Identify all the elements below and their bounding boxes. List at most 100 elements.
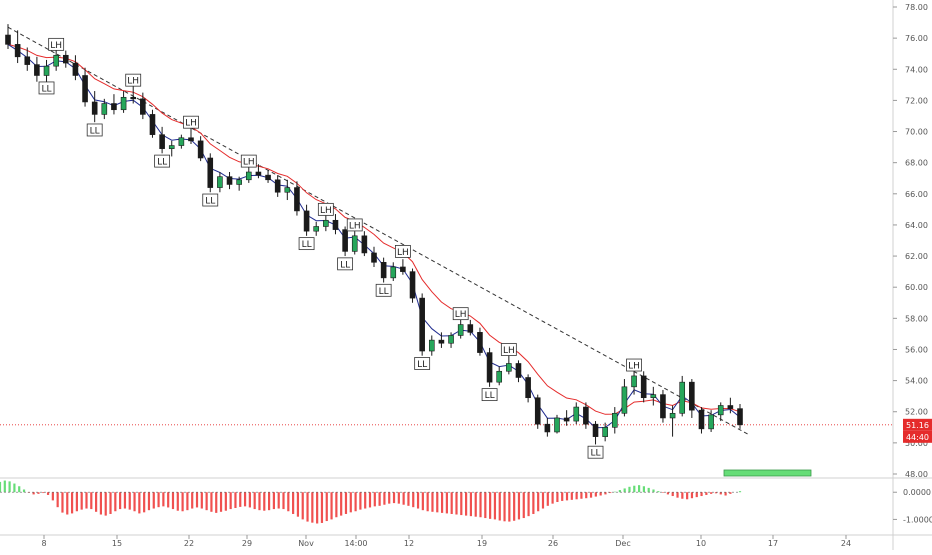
candle[interactable] [640, 371, 647, 403]
candle[interactable] [62, 50, 69, 68]
candle[interactable] [611, 407, 618, 434]
ll-label[interactable]: LL [375, 283, 392, 297]
target-zone[interactable] [723, 469, 812, 477]
candle[interactable] [130, 86, 137, 104]
candle[interactable] [380, 257, 387, 283]
candle[interactable] [159, 126, 165, 154]
candle[interactable] [448, 332, 454, 348]
candle[interactable] [303, 204, 310, 236]
candle[interactable] [679, 375, 686, 417]
candle[interactable] [371, 246, 377, 267]
candle[interactable] [669, 405, 676, 437]
candle[interactable] [294, 181, 300, 216]
candle[interactable] [313, 221, 320, 236]
candle[interactable] [245, 167, 252, 183]
candle[interactable] [727, 397, 734, 414]
candle[interactable] [34, 56, 40, 82]
candle[interactable] [197, 136, 204, 162]
candle[interactable] [91, 91, 98, 123]
candle[interactable] [573, 402, 580, 425]
candle[interactable] [583, 402, 589, 429]
candle[interactable] [660, 389, 666, 423]
candle[interactable] [515, 360, 522, 383]
candle[interactable] [24, 47, 31, 71]
candle[interactable] [217, 172, 223, 193]
candle[interactable] [120, 91, 127, 113]
candle[interactable] [111, 94, 117, 115]
oscillator-pane[interactable] [0, 480, 742, 524]
candle[interactable] [361, 231, 368, 257]
candle[interactable] [592, 421, 599, 445]
candle[interactable] [650, 386, 657, 406]
lh-label[interactable]: LH [626, 358, 642, 372]
candle[interactable] [428, 335, 435, 356]
candle[interactable] [207, 153, 214, 193]
candle[interactable] [5, 24, 11, 50]
candle[interactable] [717, 402, 724, 422]
lh-label[interactable]: LH [48, 37, 65, 51]
candle[interactable] [43, 59, 50, 84]
ll-label[interactable]: LL [414, 357, 431, 370]
candle[interactable] [496, 366, 503, 386]
candle[interactable] [400, 259, 406, 275]
lh-label[interactable]: LH [240, 154, 257, 168]
candle[interactable] [274, 175, 281, 197]
candle[interactable] [332, 214, 339, 235]
candle[interactable] [342, 226, 348, 257]
candle[interactable] [486, 347, 493, 387]
candle[interactable] [689, 379, 695, 418]
lh-label[interactable]: LH [500, 343, 517, 356]
candle[interactable] [82, 67, 88, 107]
candle[interactable] [265, 170, 271, 183]
trendline[interactable] [7, 26, 750, 436]
candle[interactable] [525, 374, 531, 403]
candle[interactable] [390, 262, 397, 281]
candle[interactable] [631, 371, 637, 395]
candle[interactable] [438, 332, 445, 348]
candle[interactable] [226, 172, 233, 190]
candle[interactable] [419, 293, 425, 356]
lh-label[interactable]: LH [125, 73, 142, 87]
candle[interactable] [602, 422, 608, 442]
ll-label[interactable]: LL [86, 123, 103, 137]
candle[interactable] [149, 109, 156, 138]
candle[interactable] [53, 49, 59, 71]
candle[interactable] [168, 140, 175, 157]
candle[interactable] [563, 410, 570, 426]
candle[interactable] [737, 403, 743, 429]
candle[interactable] [188, 128, 194, 144]
candle[interactable] [351, 231, 358, 255]
candle[interactable] [467, 319, 474, 336]
main-pane[interactable]: LL LH LL LH LL LH LL LH LH LL LH LL LH LL LL LH LH LL LL LH [0, 24, 893, 477]
candle[interactable] [178, 134, 185, 149]
candle[interactable] [255, 164, 262, 179]
candle[interactable] [101, 98, 108, 120]
ll-label[interactable]: LL [38, 81, 55, 95]
candle[interactable] [477, 327, 483, 356]
ll-label[interactable]: LL [154, 154, 171, 168]
candle[interactable] [698, 407, 705, 434]
candle[interactable] [409, 268, 416, 303]
candle[interactable] [621, 379, 628, 417]
candle[interactable] [72, 55, 79, 81]
candle[interactable] [554, 414, 560, 434]
candle[interactable] [534, 394, 541, 429]
lh-label[interactable]: LH [346, 218, 363, 232]
lh-label[interactable]: LH [394, 244, 411, 258]
ll-label[interactable]: LL [587, 445, 604, 459]
lh-label[interactable]: LH [452, 307, 469, 321]
lh-label[interactable]: LH [317, 202, 334, 216]
candle[interactable] [140, 92, 146, 120]
ll-label[interactable]: LL [481, 388, 498, 402]
candle[interactable] [708, 410, 714, 432]
candle[interactable] [14, 30, 21, 64]
ll-label[interactable]: LL [337, 257, 354, 271]
candle[interactable] [323, 215, 329, 232]
candle[interactable] [544, 417, 551, 437]
ll-label[interactable]: LL [298, 237, 315, 251]
candle[interactable] [236, 176, 242, 191]
candle[interactable] [457, 319, 464, 339]
candle[interactable] [284, 179, 291, 201]
lh-label[interactable]: LH [183, 115, 199, 129]
